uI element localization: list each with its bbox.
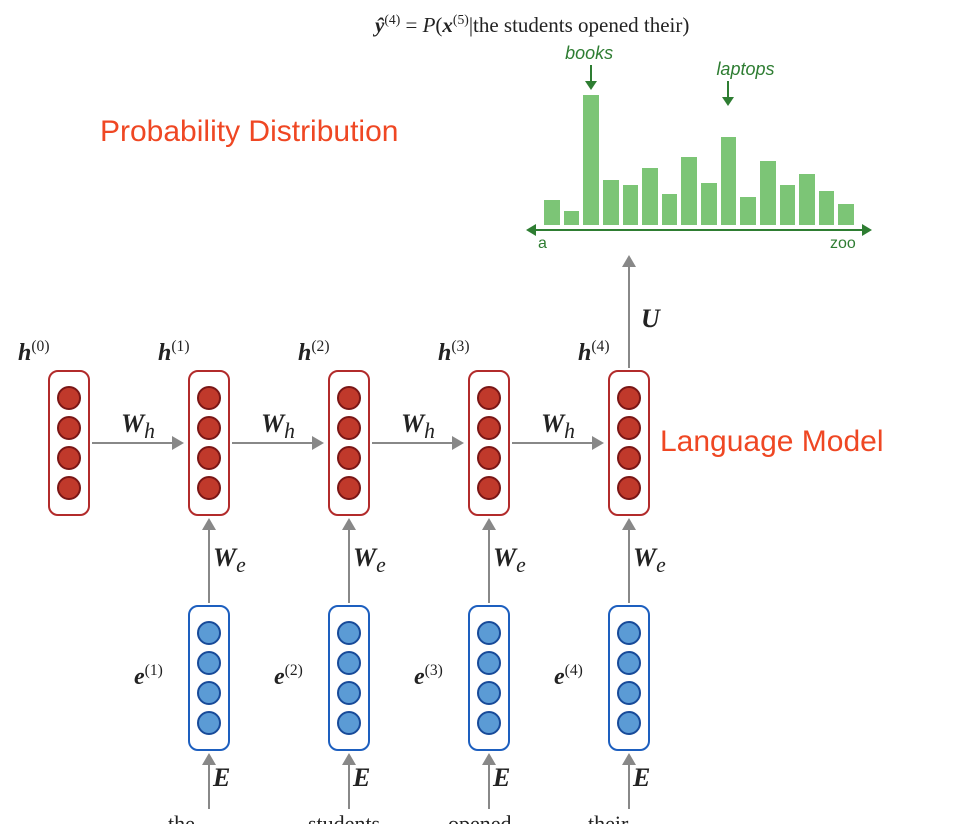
neuron-circle (337, 651, 361, 675)
neuron-circle (57, 476, 81, 500)
neuron-circle (617, 681, 641, 705)
neuron-circle (197, 621, 221, 645)
neuron-circle (477, 711, 501, 735)
chart-bar (681, 157, 697, 225)
chart-bar (740, 197, 756, 225)
neuron-circle (337, 386, 361, 410)
input-word-3: opened (448, 811, 568, 824)
neuron-circle (197, 651, 221, 675)
output-distribution-chart (540, 85, 858, 225)
neuron-circle (477, 621, 501, 645)
chart-bar (544, 200, 560, 225)
E-label-3: E (493, 763, 510, 793)
neuron-circle (477, 446, 501, 470)
h-label-1: h(1) (158, 338, 190, 367)
input-word-2: students (308, 811, 428, 824)
neuron-circle (477, 416, 501, 440)
e-label-4: e(4) (554, 662, 583, 691)
neuron-circle (617, 621, 641, 645)
hidden-vector-3 (468, 370, 510, 516)
neuron-circle (337, 416, 361, 440)
E-label-4: E (633, 763, 650, 793)
output-equation: ŷ(4) = P(x(5)|the students opened their) (375, 12, 689, 38)
E-label-2: E (353, 763, 370, 793)
neuron-circle (197, 711, 221, 735)
We-label-4: We (633, 543, 666, 578)
chart-axis (534, 229, 864, 231)
embedding-vector-3 (468, 605, 510, 751)
neuron-circle (617, 711, 641, 735)
E-label-1: E (213, 763, 230, 793)
Wh-label-0: Wh (121, 409, 155, 444)
neuron-circle (337, 476, 361, 500)
input-word-4: their (588, 811, 708, 824)
Wh-label-1: Wh (261, 409, 295, 444)
h-label-2: h(2) (298, 338, 330, 367)
neuron-circle (617, 386, 641, 410)
embedding-vector-4 (608, 605, 650, 751)
chart-label-books: books (565, 43, 613, 64)
hidden-vector-0 (48, 370, 90, 516)
chart-bar (623, 185, 639, 225)
chart-bar (780, 185, 796, 225)
language-model-label: Language Model (660, 425, 884, 459)
We-label-1: We (213, 543, 246, 578)
neuron-circle (197, 416, 221, 440)
chart-bar (819, 191, 835, 225)
embedding-vector-2 (328, 605, 370, 751)
neuron-circle (197, 681, 221, 705)
neuron-circle (57, 446, 81, 470)
e-label-3: e(3) (414, 662, 443, 691)
Wh-label-3: Wh (541, 409, 575, 444)
neuron-circle (337, 446, 361, 470)
probability-distribution-label: Probability Distribution (100, 115, 398, 149)
input-word-1: the (168, 811, 288, 824)
neuron-circle (197, 476, 221, 500)
chart-axis-start-label: a (538, 235, 547, 253)
neuron-circle (337, 711, 361, 735)
chart-bar (760, 161, 776, 225)
We-label-2: We (353, 543, 386, 578)
h-label-4: h(4) (578, 338, 610, 367)
chart-bar (662, 194, 678, 225)
chart-bar (701, 183, 717, 225)
Wh-label-2: Wh (401, 409, 435, 444)
chart-bar (603, 180, 619, 225)
neuron-circle (477, 651, 501, 675)
e-label-1: e(1) (134, 662, 163, 691)
We-label-3: We (493, 543, 526, 578)
neuron-circle (337, 681, 361, 705)
hidden-vector-2 (328, 370, 370, 516)
chart-axis-end-label: zoo (830, 235, 856, 253)
neuron-circle (617, 416, 641, 440)
e-label-2: e(2) (274, 662, 303, 691)
chart-bar (642, 168, 658, 225)
neuron-circle (617, 446, 641, 470)
embedding-vector-1 (188, 605, 230, 751)
chart-bar (583, 95, 599, 225)
neuron-circle (197, 446, 221, 470)
hidden-vector-4 (608, 370, 650, 516)
U-label: U (641, 304, 660, 334)
h-label-3: h(3) (438, 338, 470, 367)
hidden-vector-1 (188, 370, 230, 516)
neuron-circle (617, 476, 641, 500)
neuron-circle (57, 416, 81, 440)
chart-bar (838, 204, 854, 225)
neuron-circle (477, 386, 501, 410)
chart-bar (564, 211, 580, 225)
neuron-circle (477, 681, 501, 705)
neuron-circle (197, 386, 221, 410)
neuron-circle (477, 476, 501, 500)
neuron-circle (617, 651, 641, 675)
chart-bar (721, 137, 737, 225)
chart-label-laptops: laptops (716, 59, 774, 80)
chart-bar (799, 174, 815, 225)
neuron-circle (57, 386, 81, 410)
h-label-0: h(0) (18, 338, 50, 367)
neuron-circle (337, 621, 361, 645)
